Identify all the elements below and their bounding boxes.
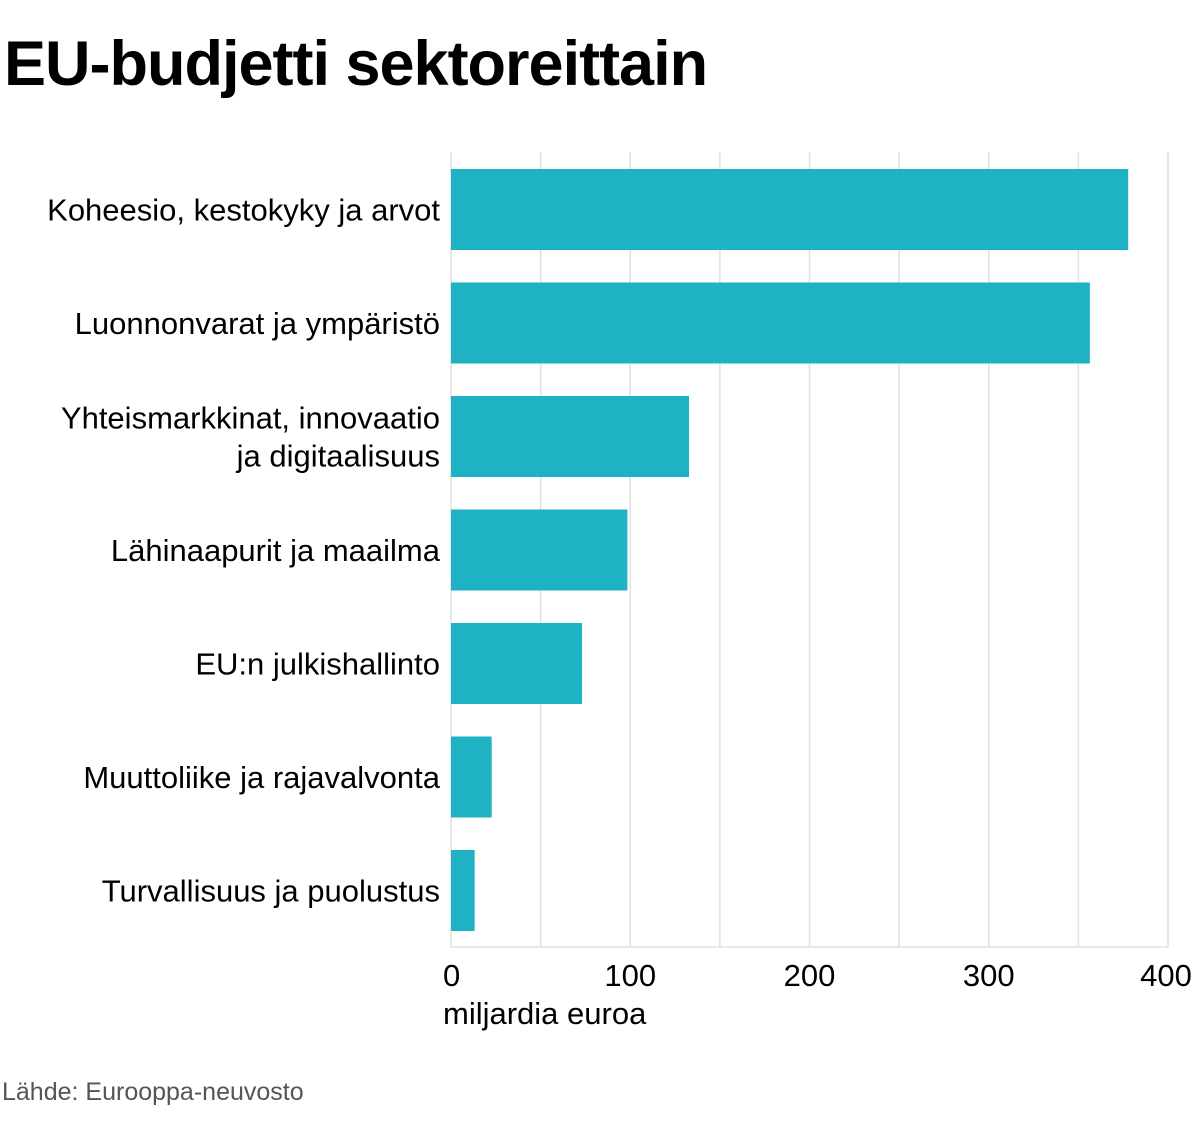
category-label: EU:n julkishallinto xyxy=(195,647,440,682)
bars xyxy=(451,169,1129,931)
x-axis-label: miljardia euroa xyxy=(443,996,647,1031)
bar xyxy=(451,509,628,591)
bar xyxy=(451,736,492,818)
x-tick-label: 200 xyxy=(784,958,836,993)
category-label: Muuttoliike ja rajavalvonta xyxy=(83,760,440,795)
category-label: Luonnonvarat ja ympäristö xyxy=(75,306,440,341)
category-label: Turvallisuus ja puolustus xyxy=(102,874,440,909)
bar-chart: Koheesio, kestokyky ja arvot Luonnonvarat… xyxy=(47,152,1192,1031)
category-label: Yhteismarkkinat, innovaatio xyxy=(61,401,440,436)
bar xyxy=(451,850,475,931)
category-label: Koheesio, kestokyky ja arvot xyxy=(47,193,440,228)
bar xyxy=(451,623,583,704)
chart-title: EU-budjetti sektoreittain xyxy=(4,29,708,99)
category-label: Lähinaapurit ja maailma xyxy=(111,533,441,568)
x-tick-label: 400 xyxy=(1140,958,1192,993)
bar xyxy=(451,396,690,477)
bar xyxy=(451,282,1090,364)
x-tick-label: 100 xyxy=(604,958,656,993)
x-tick-label: 0 xyxy=(443,958,460,993)
x-tick-label: 300 xyxy=(963,958,1015,993)
category-labels: Koheesio, kestokyky ja arvot Luonnonvarat… xyxy=(47,193,441,909)
source-note: Lähde: Eurooppa-neuvosto xyxy=(2,1078,304,1106)
bar xyxy=(451,169,1129,250)
x-tick-labels: 0 100 200 300 400 xyxy=(443,958,1192,993)
category-label: ja digitaalisuus xyxy=(236,439,440,474)
